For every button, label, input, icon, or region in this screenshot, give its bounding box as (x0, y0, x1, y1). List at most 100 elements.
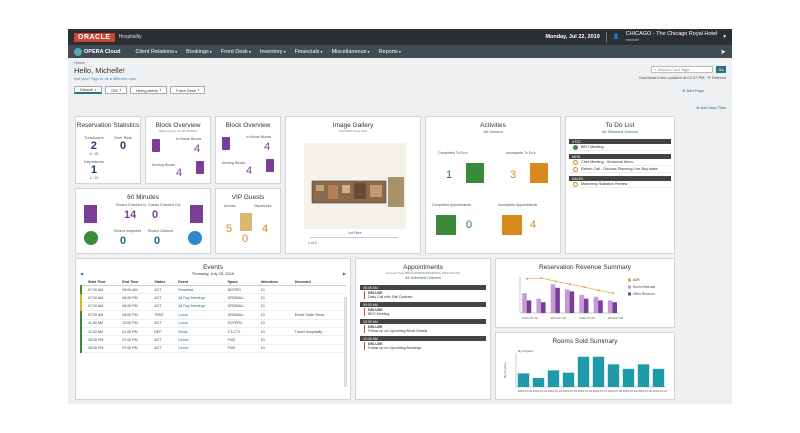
table-row[interactable]: 07:00 AM 06:00 PM ACT All Day Meetings GRDBA… (80, 293, 346, 303)
revenue-chart[interactable]: 2019-07-22 2019-07-24 2019-07-26 2019-07-28… (506, 273, 670, 327)
end-time-cell: 01:00 PM (120, 327, 153, 337)
guests-checked-out-value[interactable]: 0 (152, 209, 159, 221)
todo-list-tile[interactable]: To Do List All Selected Owners VTLE BEO … (565, 116, 675, 254)
turndowns-value[interactable]: 2 (90, 140, 97, 152)
col-space[interactable]: Space (225, 278, 259, 286)
owners-filter[interactable]: All Selected Owners (601, 129, 638, 134)
vip-guests-tile[interactable]: VIP Guests Arrivals Departures 5 0 4 (215, 188, 281, 254)
completed-appointments-value[interactable]: 0 (466, 219, 473, 231)
rooms-checked-in-value[interactable]: 14 (124, 209, 137, 221)
table-row[interactable]: 11:00 AM 01:00 PM DEF Break CT-CTY 10 Travel H… (80, 327, 346, 337)
appointment-item[interactable]: DELUXE BEO Meeting (360, 307, 486, 317)
switch-user-link[interactable]: Not you? Sign in as a different user. (74, 76, 138, 81)
user-icon[interactable]: 👤 (612, 34, 620, 40)
go-button[interactable]: Go (716, 66, 726, 73)
nav-reports[interactable]: Reports (379, 49, 401, 55)
inhouse-value[interactable]: 0 (242, 233, 249, 245)
rooms-inspected-value[interactable]: 0 (120, 235, 127, 247)
bar-rooms-sold (547, 370, 560, 387)
todo-item[interactable]: BEO Meeting (569, 144, 671, 151)
col-status[interactable]: Status (152, 278, 177, 286)
event-color-marker (80, 319, 86, 328)
in-house-value[interactable]: 4 (264, 141, 271, 153)
departures-value[interactable]: 1 (90, 164, 97, 176)
doorcard-cell (292, 293, 346, 303)
turndowns-label: Turndowns (84, 135, 104, 140)
override-value[interactable]: 0 (119, 140, 127, 152)
nav-front-desk[interactable]: Front Desk (221, 49, 251, 55)
prev-day-icon[interactable]: ◀ (80, 271, 84, 276)
arrivals-value[interactable]: 5 (226, 223, 233, 235)
tab-hiring-alerts[interactable]: Hiring Alerts (130, 86, 168, 94)
property-selector[interactable]: CHICAGO - The Chicago Royal Hotel mwintl… (626, 31, 718, 43)
gallery-slider[interactable] (310, 237, 398, 238)
nav-financials[interactable]: Financials (295, 49, 323, 55)
sixty-minutes-tile[interactable]: 60 Minutes Rooms Checked In 14 Guests Ch… (75, 188, 211, 254)
doorcard-cell: Event Trade Show (292, 310, 346, 320)
appointments-tile[interactable]: Appointments Account Type BROCHURE/MARKE… (355, 258, 491, 400)
nav-miscellaneous[interactable]: Miscellaneous (332, 49, 370, 55)
add-page-button[interactable]: ⊕ Add Page (682, 87, 704, 93)
block-overview-tile[interactable]: Block Overview Black Cream (4) #6 75 RPM… (145, 116, 211, 184)
incomplete-todos-value[interactable]: 3 (510, 169, 517, 181)
floor-plan-image[interactable] (304, 143, 406, 229)
todo-item[interactable]: Marketing Statistics Review (569, 181, 671, 188)
image-gallery-tile[interactable]: Image Gallery CHICAGO Floor Plan 1st Flo… (285, 116, 421, 254)
search-input[interactable]: ⌕ Search Card Tags (651, 66, 713, 73)
events-tile[interactable]: Events ◀ Thursday, July 25, 2019 ▶ Start… (75, 258, 351, 400)
in-house-value[interactable]: 4 (194, 143, 201, 155)
todo-item[interactable]: Chef Meeting - Seasonal Menu (569, 159, 671, 166)
door-icon (84, 205, 97, 223)
tab-default[interactable]: Default (74, 86, 103, 94)
col-end-time[interactable]: End Time (120, 278, 153, 286)
bar-rooms-sold (592, 356, 605, 387)
col-doorcard[interactable]: Doorcard (292, 278, 346, 286)
rooms-sold-tile[interactable]: Rooms Sold Summary By Property By Propert… (495, 332, 675, 400)
next-day-icon[interactable]: ▶ (342, 271, 346, 276)
events-scrollbar[interactable] (344, 297, 347, 387)
tab-front-desk[interactable]: Front Desk (170, 86, 206, 94)
opera-cloud-home[interactable]: OPERA Cloud (74, 47, 120, 56)
incomplete-appointments-value[interactable]: 4 (530, 219, 537, 231)
col-start-time[interactable]: Start Time (86, 278, 121, 286)
owners-filter[interactable]: All Owners (483, 129, 503, 134)
tab-gm[interactable]: GM (105, 86, 128, 94)
departures-value[interactable]: 4 (262, 223, 269, 235)
table-row[interactable]: 05:00 PM 07:00 PM ACT Dinner FIVE 10 (80, 344, 346, 354)
bar-other-revenue (541, 302, 546, 313)
add-tiles-button[interactable]: ⊕ Add New Tiles (696, 105, 726, 110)
completed-todos-value[interactable]: 1 (446, 169, 453, 181)
gallery-pager[interactable]: 1 of 4 (308, 241, 317, 245)
table-row[interactable]: 11:00 AM 12:00 PM ACT Lunch FOYER4 10 (80, 319, 346, 328)
activities-tile[interactable]: Activities All Owners Completed To Do's … (425, 116, 561, 254)
arriving-value[interactable]: 4 (246, 165, 253, 177)
owners-filter[interactable]: All Selected Owners (404, 275, 441, 280)
arriving-label: Arriving Blocks (222, 161, 246, 165)
table-row[interactable]: 07:00 AM 06:00 PM ACT All Day Meetings GRDBA… (80, 302, 346, 312)
table-row[interactable]: 07:00 AM 05:00 PM TENT Lunch GRDBALL 10 Event … (80, 310, 346, 320)
bar-room-revenue (536, 298, 541, 313)
nav-inventory[interactable]: Inventory (260, 49, 286, 55)
table-row[interactable]: 07:00 AM 09:00 AM ACT Breakfast BISTRO 10 (80, 285, 346, 295)
col-event[interactable]: Event (176, 278, 226, 286)
bar-other-revenue (598, 300, 603, 313)
send-icon[interactable]: ➤ (720, 48, 726, 56)
block-icon (266, 159, 274, 172)
appointment-item[interactable]: DELUXE Follow up on Upcoming Bookings (360, 341, 486, 351)
todo-item[interactable]: Return Call - Discuss Planning Live Buy-… (569, 166, 671, 173)
chevron-down-icon[interactable]: ▾ (723, 34, 726, 40)
reservation-statistics-tile[interactable]: Reservation Statistics Turndowns 2 4 / 1… (75, 116, 141, 184)
reservation-revenue-tile[interactable]: Reservation Revenue Summary 2019-07-22 20… (495, 258, 675, 328)
nav-client-relations[interactable]: Client Relations (135, 49, 177, 55)
appointment-item[interactable]: DELUXE Daily Call with Site Contract (360, 290, 486, 300)
rooms-cleaned-value[interactable]: 0 (154, 235, 161, 247)
nav-bookings[interactable]: Bookings (186, 49, 212, 55)
refresh-button[interactable]: ⟳ Refresh (707, 75, 726, 80)
breadcrumb[interactable]: Home (74, 60, 85, 65)
arriving-value[interactable]: 4 (176, 167, 183, 179)
appointment-item[interactable]: DELUXE Follow up on Upcoming Block Detail… (360, 324, 486, 334)
table-row[interactable]: 05:00 PM 07:00 PM ACT Dinner FIVE 10 (80, 335, 346, 345)
block-overview-tile-2[interactable]: Block Overview In House Blocks 4 Arrivin… (215, 116, 281, 184)
col-attendees[interactable]: Attendees (258, 278, 293, 286)
